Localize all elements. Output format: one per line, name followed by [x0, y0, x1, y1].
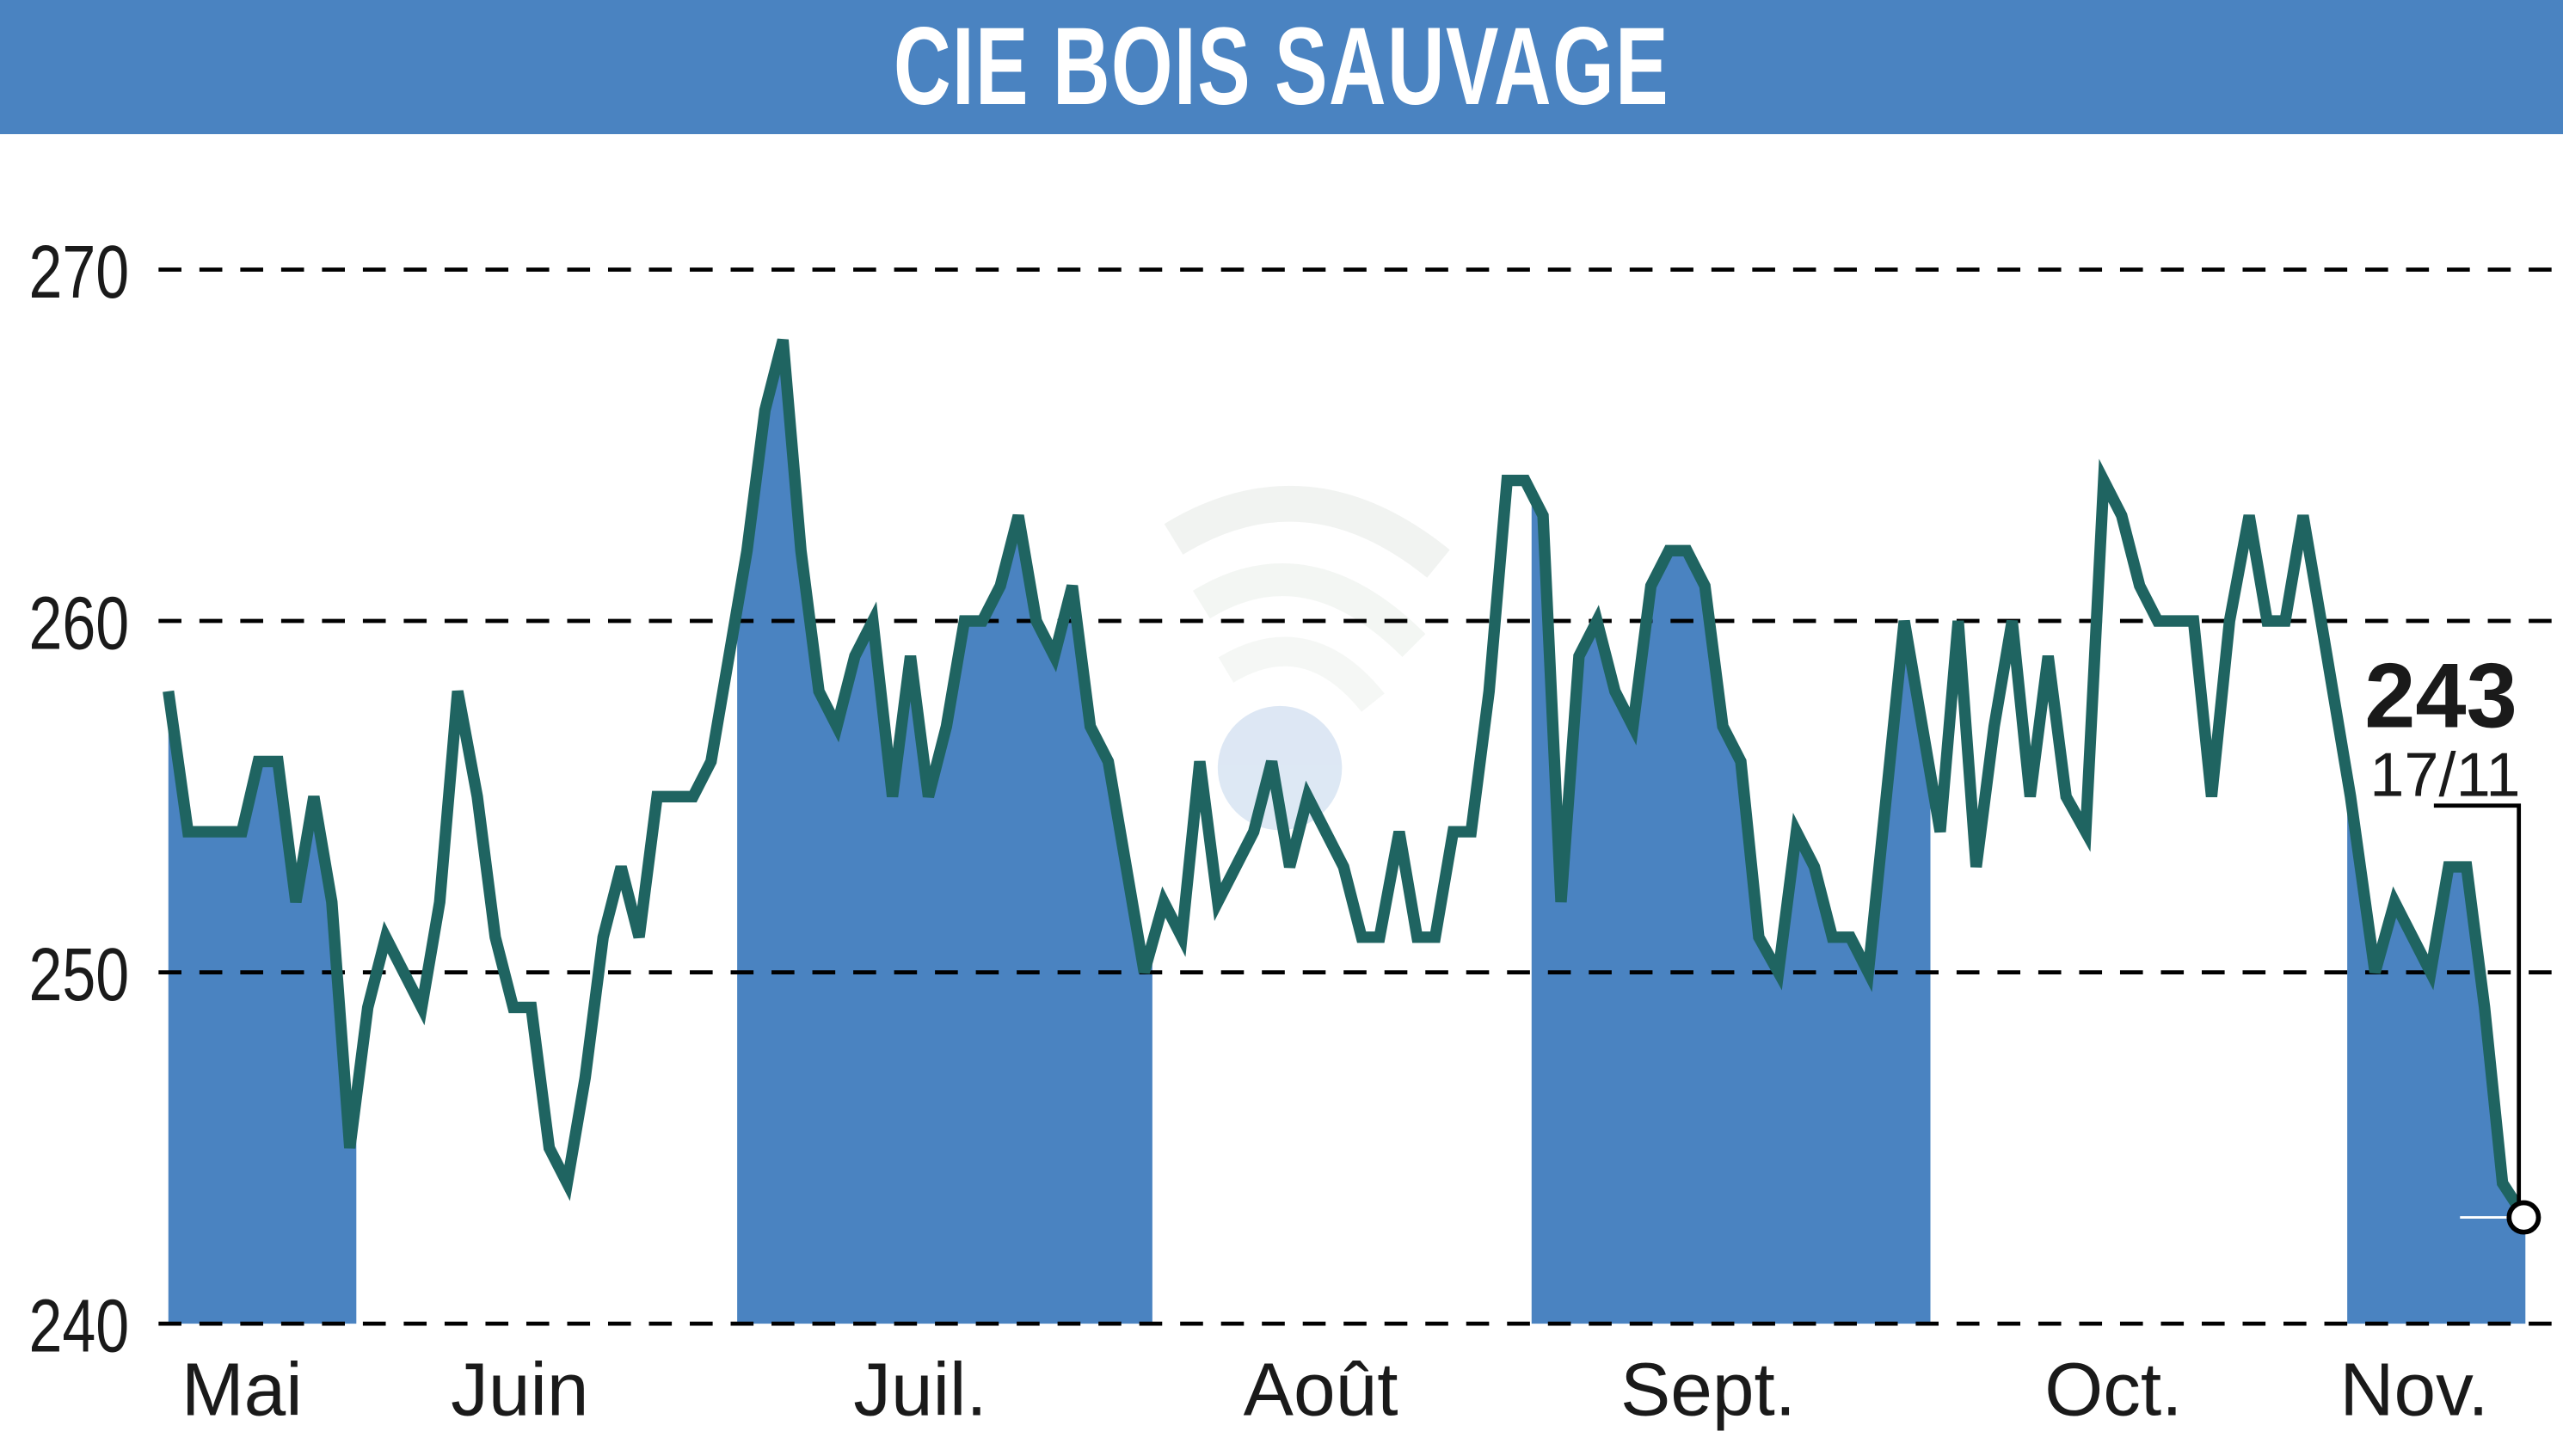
chart-title: CIE BOIS SAUVAGE — [893, 5, 1670, 128]
last-value: 243 — [2364, 645, 2517, 747]
x-tick-oct: Oct. — [2044, 1348, 2182, 1432]
x-tick-juil: Juil. — [853, 1348, 986, 1432]
price-area-fill — [168, 340, 2526, 1324]
price-line — [163, 338, 2530, 1222]
x-tick-août: Août — [1244, 1348, 1398, 1432]
y-tick-240: 240 — [28, 1283, 129, 1367]
gridlines — [158, 267, 2563, 1326]
chart-header: CIE BOIS SAUVAGE — [0, 0, 2563, 134]
last-point-marker — [2506, 1200, 2541, 1235]
x-tick-juin: Juin — [451, 1348, 588, 1432]
x-tick-nov: Nov. — [2339, 1348, 2488, 1432]
y-tick-270: 270 — [28, 229, 129, 313]
y-tick-260: 260 — [28, 581, 129, 665]
x-tick-sept: Sept. — [1620, 1348, 1796, 1432]
last-value-annotation: 243 17/11 — [2364, 645, 2541, 1235]
y-tick-250: 250 — [28, 931, 129, 1016]
x-tick-mai: Mai — [181, 1348, 303, 1432]
last-date: 17/11 — [2369, 740, 2520, 809]
